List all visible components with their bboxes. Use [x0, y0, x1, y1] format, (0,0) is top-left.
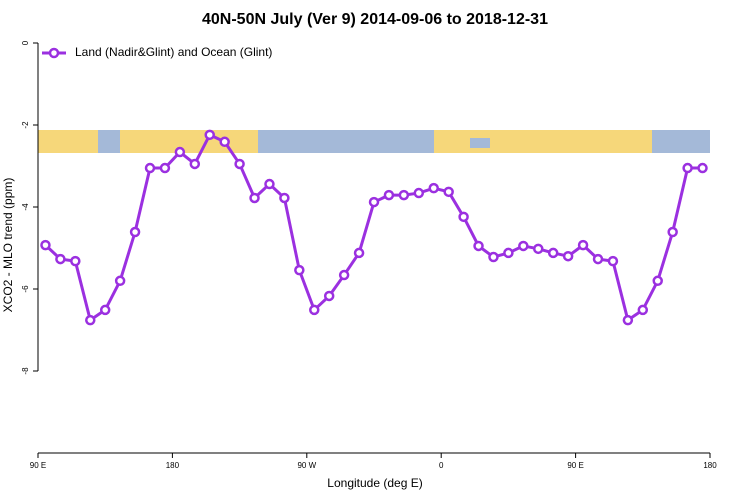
data-point — [562, 250, 574, 262]
data-point — [114, 275, 126, 287]
y-tick-label: -8 — [21, 367, 30, 375]
data-point — [533, 243, 544, 255]
legend-label: Land (Nadir&Glint) and Ocean (Glint) — [75, 45, 272, 59]
y-tick-label: -4 — [21, 203, 30, 211]
data-point — [323, 290, 335, 302]
y-tick-label: -2 — [21, 121, 30, 129]
data-point — [204, 129, 215, 141]
data-point — [174, 146, 186, 158]
y-tick-label: -6 — [21, 285, 30, 293]
data-point — [279, 192, 290, 204]
data-point — [652, 275, 663, 287]
data-point — [219, 136, 230, 148]
data-point — [99, 304, 111, 316]
data-point — [338, 269, 350, 281]
data-point — [144, 162, 156, 174]
data-point — [592, 253, 604, 265]
chart-title: 40N-50N July (Ver 9) 2014-09-06 to 2018-… — [202, 11, 548, 28]
x-tick-label: 90 W — [297, 461, 316, 470]
x-tick-label: 0 — [439, 461, 444, 470]
data-point — [667, 226, 678, 238]
data-point — [682, 162, 693, 174]
data-point — [129, 226, 141, 238]
data-point — [383, 189, 395, 201]
data-point — [264, 178, 275, 190]
data-point — [547, 247, 559, 259]
data-point — [443, 186, 454, 198]
data-point — [159, 162, 171, 174]
data-point — [309, 304, 320, 316]
x-tick-label: 180 — [166, 461, 180, 470]
data-point — [488, 251, 499, 263]
data-point — [697, 162, 708, 174]
data-point — [577, 239, 589, 251]
data-point — [428, 182, 439, 194]
x-tick-label: 90 E — [567, 461, 583, 470]
data-point — [85, 314, 96, 326]
data-point — [70, 255, 81, 267]
data-point — [413, 187, 425, 199]
x-tick-label: 90 E — [30, 461, 46, 470]
data-point — [473, 240, 484, 252]
data-point — [398, 189, 410, 201]
data-point — [518, 240, 529, 252]
data-point — [294, 264, 305, 276]
data-point — [622, 314, 634, 326]
x-axis-label: Longitude (deg E) — [327, 476, 422, 490]
data-point — [249, 192, 260, 204]
data-point — [55, 253, 66, 265]
x-tick-label: 180 — [703, 461, 717, 470]
y-tick-label: 0 — [21, 40, 30, 45]
map-strip — [38, 130, 710, 153]
data-point — [234, 158, 245, 170]
data-point — [503, 247, 514, 259]
data-point — [368, 196, 380, 208]
data-point — [607, 255, 619, 267]
legend-marker — [48, 47, 60, 59]
data-point — [637, 304, 649, 316]
data-point — [40, 239, 51, 251]
data-point — [458, 211, 469, 223]
y-axis-label: XCO2 - MLO trend (ppm) — [1, 178, 15, 313]
data-point — [189, 158, 201, 170]
data-point — [353, 247, 365, 259]
series-line — [44, 132, 703, 323]
